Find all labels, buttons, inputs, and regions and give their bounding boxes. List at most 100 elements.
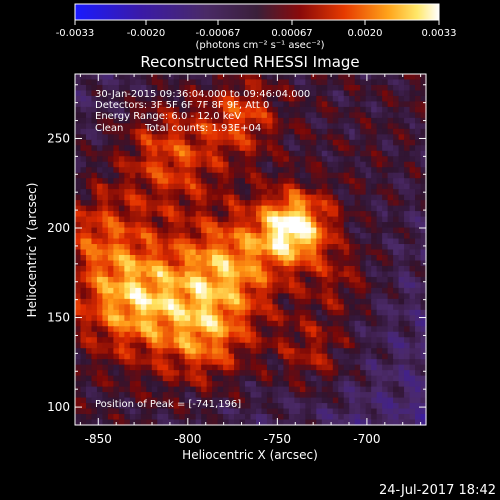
heatmap-cell xyxy=(338,348,345,355)
heatmap-cell xyxy=(245,254,252,262)
heatmap-cell xyxy=(420,134,427,141)
heatmap-cell xyxy=(354,194,361,201)
heatmap-cell xyxy=(179,222,186,229)
heatmap-cell xyxy=(349,397,356,404)
heatmap-cell xyxy=(173,293,180,300)
heatmap-cell xyxy=(360,265,367,273)
heatmap-cell xyxy=(349,386,356,393)
heatmap-cell xyxy=(85,117,93,124)
heatmap-cell xyxy=(80,260,87,267)
heatmap-cell xyxy=(146,375,153,382)
heatmap-cell xyxy=(140,320,147,327)
heatmap-cell xyxy=(190,260,197,267)
heatmap-cell xyxy=(223,200,230,207)
heatmap-cell xyxy=(118,254,125,262)
heatmap-cell xyxy=(261,145,268,152)
heatmap-cell xyxy=(327,90,334,97)
heatmap-cell xyxy=(245,128,252,135)
heatmap-cell xyxy=(332,304,339,311)
heatmap-cell xyxy=(228,364,235,371)
heatmap-cell xyxy=(283,342,290,349)
heatmap-cell xyxy=(382,375,389,382)
heatmap-cell xyxy=(409,128,416,135)
heatmap-cell xyxy=(398,260,405,267)
heatmap-cell xyxy=(96,84,104,92)
heatmap-cell xyxy=(283,106,290,113)
heatmap-cell xyxy=(420,90,427,97)
heatmap-cell xyxy=(266,408,274,415)
heatmap-cell xyxy=(151,172,158,179)
heatmap-cell xyxy=(140,348,147,355)
heatmap-cell xyxy=(393,326,400,333)
heatmap-cell xyxy=(173,386,180,393)
heatmap-cell xyxy=(283,386,290,393)
heatmap-cell xyxy=(206,161,213,168)
heatmap-cell xyxy=(124,150,131,157)
heatmap-cell xyxy=(310,238,317,245)
heatmap-cell xyxy=(415,167,422,174)
heatmap-cell xyxy=(245,348,252,355)
heatmap-cell xyxy=(223,74,230,81)
heatmap-cell xyxy=(107,254,114,262)
heatmap-cell xyxy=(140,183,147,190)
heatmap-cell xyxy=(168,139,175,146)
heatmap-cell xyxy=(415,320,422,327)
heatmap-cell xyxy=(316,79,323,86)
heatmap-cell xyxy=(245,150,252,157)
heatmap-cell xyxy=(85,342,93,349)
heatmap-cell xyxy=(349,139,356,146)
heatmap-cell xyxy=(102,359,109,366)
heatmap-cell xyxy=(107,392,114,399)
heatmap-cell xyxy=(157,167,164,174)
heatmap-cell xyxy=(305,331,312,338)
heatmap-cell xyxy=(173,112,180,119)
heatmap-cell xyxy=(305,342,312,349)
heatmap-cell xyxy=(365,386,372,393)
heatmap-cell xyxy=(321,139,328,146)
heatmap-cell xyxy=(212,375,219,382)
heatmap-cell xyxy=(140,238,147,245)
heatmap-cell xyxy=(266,414,274,421)
heatmap-cell xyxy=(371,254,378,262)
heatmap-cell xyxy=(321,414,328,421)
heatmap-cell xyxy=(245,123,252,130)
heatmap-cell xyxy=(190,370,197,377)
heatmap-cell xyxy=(272,254,279,262)
heatmap-cell xyxy=(245,298,252,305)
heatmap-cell xyxy=(102,337,109,344)
heatmap-cell xyxy=(190,117,197,124)
heatmap-cell xyxy=(332,414,339,421)
heatmap-cell xyxy=(409,386,416,393)
heatmap-cell xyxy=(151,95,158,103)
heatmap-cell xyxy=(91,139,98,146)
heatmap-cell xyxy=(157,222,164,229)
heatmap-cell xyxy=(365,172,372,179)
heatmap-cell xyxy=(283,84,290,92)
heatmap-cell xyxy=(217,74,224,81)
heatmap-cell xyxy=(294,249,301,256)
heatmap-cell xyxy=(266,194,274,201)
heatmap-cell xyxy=(168,244,175,251)
heatmap-cell xyxy=(173,403,180,410)
heatmap-cell xyxy=(382,276,389,283)
heatmap-cell xyxy=(223,79,230,86)
heatmap-cell xyxy=(102,211,109,218)
heatmap-cell xyxy=(135,112,142,119)
heatmap-cell xyxy=(80,304,87,311)
heatmap-cell xyxy=(255,381,263,388)
heatmap-cell xyxy=(162,128,169,135)
heatmap-cell xyxy=(173,227,180,234)
heatmap-cell xyxy=(96,282,104,289)
heatmap-cell xyxy=(398,337,405,344)
heatmap-cell xyxy=(398,178,405,185)
heatmap-cell xyxy=(343,161,350,168)
heatmap-cell xyxy=(266,364,274,371)
heatmap-cell xyxy=(404,161,411,168)
heatmap-cell xyxy=(316,178,323,185)
heatmap-cell xyxy=(129,205,136,212)
heatmap-cell xyxy=(85,106,93,113)
heatmap-cell xyxy=(107,101,114,108)
heatmap-cell xyxy=(228,183,235,190)
heatmap-cell xyxy=(310,150,317,157)
heatmap-cell xyxy=(135,79,142,86)
